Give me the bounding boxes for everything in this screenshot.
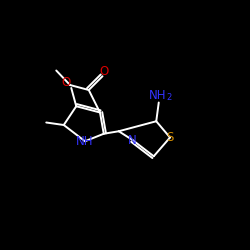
- Text: O: O: [61, 76, 70, 89]
- Text: NH: NH: [76, 135, 94, 148]
- Text: 2: 2: [166, 93, 172, 102]
- Text: N: N: [128, 134, 137, 146]
- Text: S: S: [166, 131, 174, 144]
- Text: NH: NH: [149, 89, 166, 102]
- Text: O: O: [100, 65, 109, 78]
